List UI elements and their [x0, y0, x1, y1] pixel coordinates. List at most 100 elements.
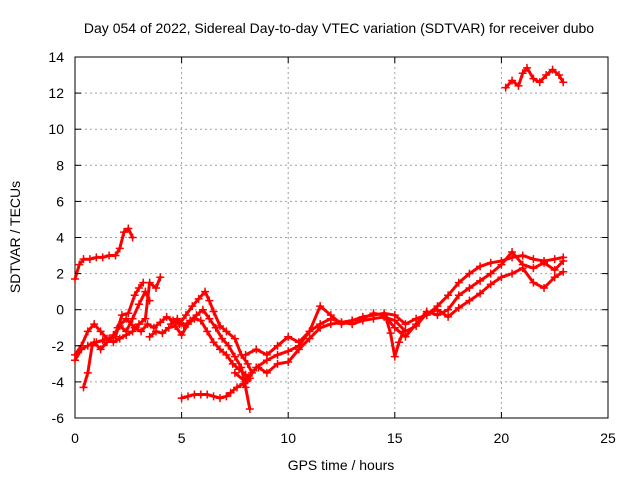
series-arc-high — [501, 63, 568, 92]
data-point-marker — [79, 383, 88, 392]
data-point-marker — [514, 81, 523, 90]
data-point-marker — [230, 368, 239, 377]
data-point-marker — [115, 244, 124, 253]
data-point-marker — [215, 345, 224, 354]
y-tick-label: 6 — [56, 193, 64, 209]
x-tick-label: 20 — [494, 430, 510, 446]
series-line — [244, 250, 565, 357]
data-point-marker — [518, 69, 527, 78]
data-point-marker — [486, 280, 495, 289]
data-point-marker — [145, 296, 154, 305]
data-point-marker — [316, 302, 325, 311]
data-point-marker — [245, 404, 254, 413]
data-point-marker — [305, 327, 314, 336]
data-point-marker — [209, 392, 218, 401]
data-point-marker — [390, 323, 399, 332]
grid-lines — [75, 57, 608, 418]
data-point-marker — [508, 76, 517, 85]
data-point-marker — [130, 323, 139, 332]
data-point-marker — [486, 258, 495, 267]
data-point-marker — [222, 392, 231, 401]
data-point-marker — [497, 273, 506, 282]
data-point-marker — [522, 63, 531, 72]
data-point-marker — [215, 394, 224, 403]
data-point-marker — [386, 329, 395, 338]
data-point-marker — [115, 334, 124, 343]
data-point-marker — [529, 255, 538, 264]
data-point-marker — [88, 341, 97, 350]
x-tick-label: 25 — [600, 430, 616, 446]
data-point-marker — [382, 314, 391, 323]
data-point-marker — [188, 302, 197, 311]
data-point-marker — [98, 253, 107, 262]
data-point-marker — [273, 341, 282, 350]
data-point-marker — [111, 251, 120, 260]
data-point-marker — [559, 267, 568, 276]
data-point-marker — [284, 358, 293, 367]
y-tick-label: 2 — [56, 266, 64, 282]
data-point-marker — [433, 305, 442, 314]
y-tick-label: 0 — [56, 302, 64, 318]
data-point-marker — [156, 318, 165, 327]
data-point-marker — [134, 320, 143, 329]
data-point-marker — [215, 321, 224, 330]
data-point-marker — [273, 350, 282, 359]
data-point-marker — [203, 390, 212, 399]
data-point-marker — [559, 78, 568, 87]
x-tick-label: 15 — [387, 430, 403, 446]
data-point-marker — [294, 338, 303, 347]
data-point-marker — [444, 305, 453, 314]
data-point-marker — [117, 311, 126, 320]
data-point-marker — [222, 327, 231, 336]
data-point-marker — [390, 352, 399, 361]
data-point-marker — [476, 262, 485, 271]
data-point-marker — [201, 287, 210, 296]
data-point-marker — [134, 284, 143, 293]
data-point-marker — [529, 74, 538, 83]
data-point-marker — [203, 327, 212, 336]
data-point-marker — [162, 312, 171, 321]
x-tick-label: 0 — [71, 430, 79, 446]
data-point-marker — [518, 251, 527, 260]
data-point-marker — [508, 269, 517, 278]
data-point-marker — [337, 318, 346, 327]
data-point-marker — [529, 278, 538, 287]
data-point-marker — [497, 260, 506, 269]
data-point-marker — [143, 320, 152, 329]
series-layer — [71, 63, 568, 413]
data-point-marker — [141, 287, 150, 296]
data-point-marker — [444, 312, 453, 321]
chart-title: Day 054 of 2022, Sidereal Day-to-day VTE… — [84, 20, 594, 36]
data-point-marker — [518, 264, 527, 273]
data-point-marker — [105, 334, 114, 343]
data-point-marker — [316, 323, 325, 332]
data-point-marker — [540, 284, 549, 293]
data-point-marker — [535, 78, 544, 87]
series-arc-early-high — [71, 224, 137, 284]
data-point-marker — [243, 359, 252, 368]
data-point-marker — [252, 345, 261, 354]
series-arc-6 — [166, 305, 254, 413]
data-point-marker — [241, 377, 250, 386]
data-point-marker — [454, 278, 463, 287]
data-point-marker — [113, 323, 122, 332]
data-point-marker — [171, 321, 180, 330]
data-point-marker — [96, 345, 105, 354]
data-point-marker — [173, 314, 182, 323]
data-point-marker — [501, 83, 510, 92]
data-point-marker — [139, 278, 148, 287]
data-point-marker — [241, 350, 250, 359]
data-point-marker — [186, 316, 195, 325]
data-point-marker — [145, 332, 154, 341]
data-point-marker — [218, 334, 227, 343]
data-point-marker — [369, 314, 378, 323]
data-point-marker — [254, 363, 263, 372]
series-arc-9 — [254, 264, 568, 377]
data-point-marker — [156, 273, 165, 282]
data-point-marker — [183, 392, 192, 401]
data-point-marker — [122, 327, 131, 336]
data-point-marker — [71, 356, 79, 365]
data-point-marker — [390, 316, 399, 325]
data-point-marker — [96, 327, 105, 336]
